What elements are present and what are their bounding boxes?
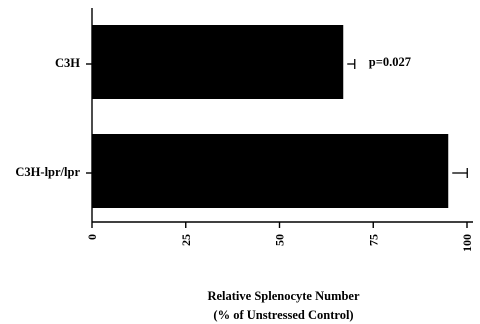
bar-series: C3H C3H-lpr/lpr [15,25,468,208]
x-tick-label: 75 [366,234,380,246]
x-axis-label-line2: (% of Unstressed Control) [213,308,353,322]
x-tick-label: 50 [273,234,287,246]
category-label: C3H-lpr/lpr [15,165,80,179]
x-axis-ticks: 0 25 50 75 100 [85,222,474,252]
category-label: C3H [55,56,80,70]
bar-c3h [92,25,344,99]
x-tick-label: 25 [179,234,193,246]
x-tick-label: 0 [85,234,99,240]
bar-c3h-lpr-lpr [92,134,449,208]
x-tick-label: 100 [460,234,474,252]
p-value-annotation: p=0.027 [369,55,411,69]
x-axis-label-line1: Relative Splenocyte Number [207,289,360,303]
